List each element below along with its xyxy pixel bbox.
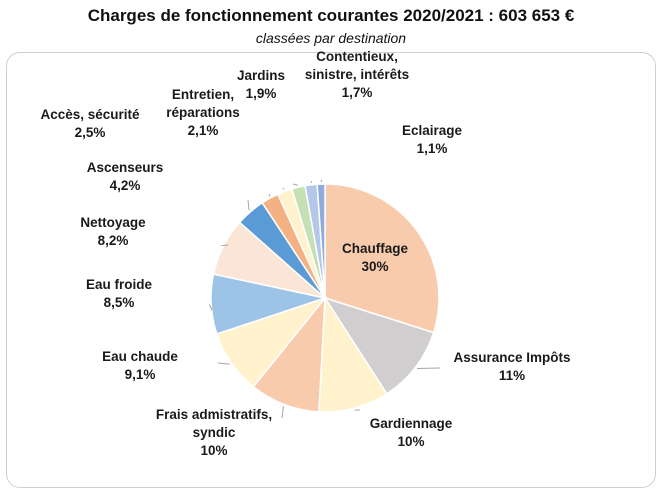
- slice-label-8: Accès, sécurité 2,5%: [40, 107, 140, 140]
- slice-label-3: Frais admistratifs, syndic 10%: [156, 407, 272, 458]
- slice-label-2: Gardiennage 10%: [370, 416, 453, 449]
- slice-label-9: Entretien, réparations 2,1%: [166, 87, 240, 138]
- chart-title: Charges de fonctionnement courantes 2020…: [87, 6, 575, 25]
- leader-line-5: [208, 304, 213, 311]
- pie-slice-1: [323, 296, 435, 395]
- leader-line-11: [310, 180, 313, 184]
- leader-line-8: [268, 193, 271, 197]
- pie-slice-2: [318, 295, 388, 413]
- leader-line-6: [221, 244, 229, 247]
- slice-label-0: Chauffage 30%: [342, 241, 408, 274]
- slice-label-1: Assurance Impôts 11%: [453, 350, 570, 383]
- slice-label-5: Eau froide 8,5%: [86, 277, 153, 310]
- slice-label-7: Ascenseurs 4,2%: [87, 160, 164, 193]
- slice-label-11: Contentieux, sinistre, intérêts 1,7%: [305, 49, 409, 100]
- chart-subtitle: classées par destination: [255, 30, 407, 46]
- chart-frame: [6, 52, 656, 488]
- leader-line-10: [292, 183, 299, 186]
- pie-slice-3: [252, 295, 326, 413]
- slice-label-12: Eclairage 1,1%: [402, 123, 463, 156]
- slice-label-10: Jardins 1,9%: [237, 68, 285, 101]
- pie-slice-0: [324, 183, 440, 334]
- slice-label-6: Nettoyage 8,2%: [80, 215, 146, 248]
- leader-line-4: [217, 362, 230, 365]
- leader-line-9: [282, 187, 285, 190]
- leader-line-3: [281, 406, 284, 419]
- leader-line-7: [247, 199, 250, 211]
- leader-line-12: [320, 179, 323, 183]
- pie-slice-12: [316, 183, 326, 299]
- leader-line-1: [417, 367, 441, 369]
- slice-label-4: Eau chaude 9,1%: [102, 349, 178, 382]
